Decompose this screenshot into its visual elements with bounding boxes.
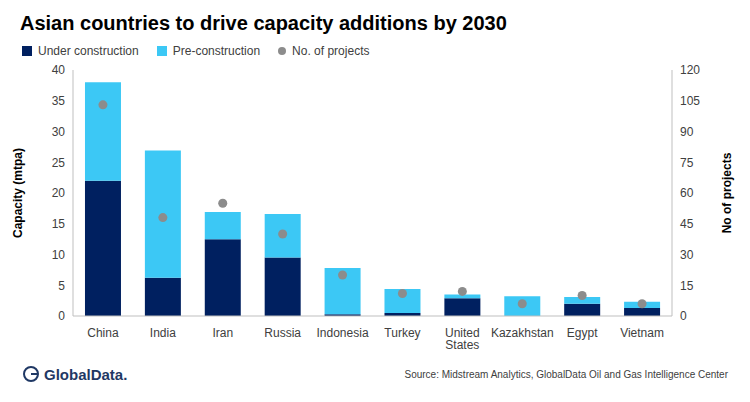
- html-text:Under construction: Under construction: [38, 44, 139, 58]
- html-text:Source: Midstream Analytics, G: Source: Midstream Analytics, GlobalData …: [404, 368, 728, 380]
- svg-text:105: 105: [680, 94, 700, 108]
- html-text:No. of projects: No. of projects: [292, 44, 370, 58]
- svg-text:Kazakhstan: Kazakhstan: [491, 326, 554, 340]
- svg-text:90: 90: [680, 125, 694, 139]
- svg-text:40: 40: [52, 63, 66, 77]
- svg-text:Indonesia: Indonesia: [317, 326, 369, 340]
- svg-text:Russia: Russia: [264, 326, 301, 340]
- svg-text:Vietnam: Vietnam: [620, 326, 664, 340]
- svg-text:35: 35: [52, 94, 66, 108]
- svg-text:Capacity (mtpa): Capacity (mtpa): [11, 148, 25, 238]
- svg-text:China: China: [87, 326, 119, 340]
- svg-text:Egypt: Egypt: [567, 326, 598, 340]
- svg-text:10: 10: [52, 248, 66, 262]
- svg-text:Turkey: Turkey: [384, 326, 420, 340]
- svg-text:Iran: Iran: [212, 326, 233, 340]
- svg-text:30: 30: [680, 248, 694, 262]
- svg-text:0: 0: [58, 309, 65, 323]
- svg-text:15: 15: [680, 279, 694, 293]
- html-text:Pre-construction: Pre-construction: [172, 44, 261, 58]
- svg-text:5: 5: [58, 279, 65, 293]
- svg-text:UnitedStates: UnitedStates: [445, 326, 480, 352]
- svg-text:India: India: [150, 326, 176, 340]
- html-text:GlobalData.: GlobalData.: [44, 365, 128, 383]
- svg-text:No of projects: No of projects: [720, 152, 734, 233]
- svg-text:75: 75: [680, 156, 694, 170]
- svg-text:25: 25: [52, 156, 66, 170]
- svg-text:20: 20: [52, 186, 66, 200]
- svg-text:0: 0: [680, 309, 687, 323]
- svg-text:45: 45: [680, 217, 694, 231]
- svg-text:30: 30: [52, 125, 66, 139]
- html-text:Asian countries to drive capac: Asian countries to drive capacity additi…: [20, 12, 507, 34]
- svg-text:120: 120: [680, 63, 700, 77]
- svg-text:15: 15: [52, 217, 66, 231]
- svg-text:60: 60: [680, 186, 694, 200]
